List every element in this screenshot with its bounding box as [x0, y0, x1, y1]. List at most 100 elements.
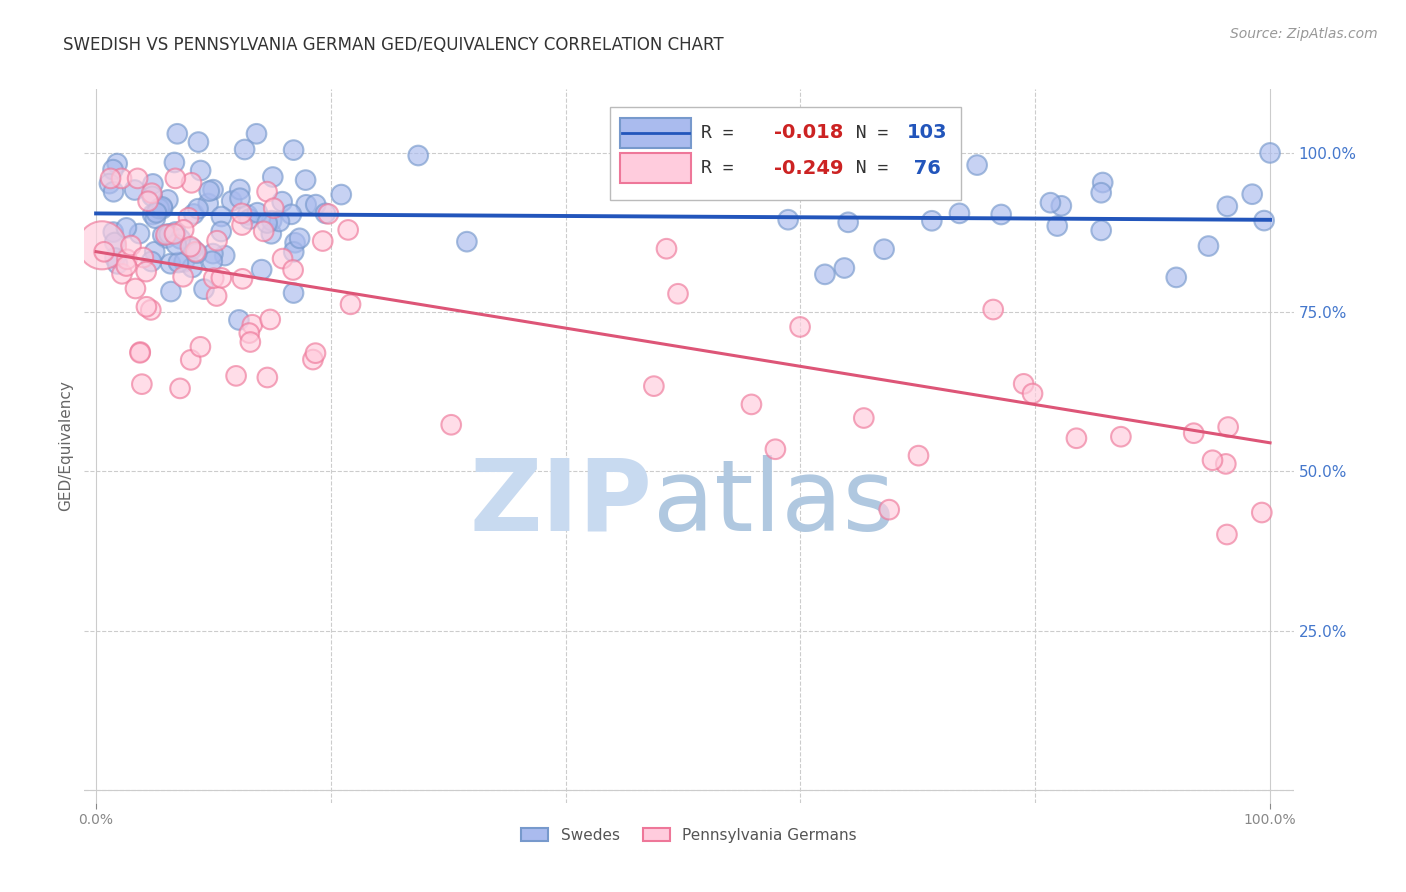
Text: R =: R =: [702, 160, 745, 178]
Point: [288, 231, 311, 245]
Point: [163, 227, 186, 241]
Point: [159, 257, 181, 271]
Point: [131, 377, 153, 392]
Text: 76: 76: [907, 159, 941, 178]
Point: [229, 183, 252, 197]
Point: [201, 254, 224, 268]
Point: [103, 225, 125, 239]
Point: [103, 185, 125, 199]
Point: [115, 259, 138, 273]
Point: [152, 228, 174, 243]
Point: [1050, 199, 1073, 213]
Point: [814, 268, 837, 282]
Text: SWEDISH VS PENNSYLVANIA GERMAN GED/EQUIVALENCY CORRELATION CHART: SWEDISH VS PENNSYLVANIA GERMAN GED/EQUIV…: [63, 36, 724, 54]
Point: [834, 260, 856, 275]
Point: [124, 183, 146, 197]
Text: -0.018: -0.018: [773, 123, 844, 142]
Text: ZIP: ZIP: [470, 455, 652, 551]
Point: [155, 227, 177, 242]
Point: [209, 210, 232, 224]
Point: [181, 242, 204, 256]
Point: [643, 379, 665, 393]
Text: atlas: atlas: [652, 455, 894, 551]
Point: [304, 346, 326, 360]
Point: [214, 249, 236, 263]
Point: [990, 207, 1012, 221]
Point: [184, 244, 207, 259]
Point: [406, 148, 429, 162]
Point: [1253, 213, 1275, 227]
Point: [136, 194, 159, 209]
FancyBboxPatch shape: [620, 153, 692, 184]
Point: [284, 235, 307, 250]
Point: [187, 202, 209, 216]
Point: [180, 176, 202, 190]
Point: [129, 345, 152, 359]
Point: [221, 194, 243, 208]
Point: [228, 313, 250, 327]
Point: [1216, 527, 1239, 541]
Point: [166, 127, 188, 141]
Point: [239, 212, 262, 227]
Point: [104, 251, 127, 265]
Point: [318, 207, 340, 221]
Point: [921, 214, 943, 228]
Point: [115, 220, 138, 235]
Point: [209, 225, 232, 239]
Point: [873, 242, 896, 256]
Point: [1250, 506, 1272, 520]
Text: N =: N =: [834, 124, 900, 142]
Point: [231, 218, 253, 232]
Point: [186, 246, 208, 260]
Point: [193, 282, 215, 296]
Point: [245, 127, 267, 141]
Point: [205, 289, 228, 303]
Point: [305, 197, 328, 211]
Text: R =: R =: [702, 124, 745, 142]
Point: [256, 370, 278, 384]
Point: [1046, 219, 1069, 233]
Point: [312, 234, 335, 248]
Point: [135, 264, 157, 278]
Point: [173, 223, 195, 237]
Point: [1090, 186, 1112, 200]
Point: [837, 215, 859, 229]
Point: [260, 213, 283, 227]
Point: [179, 240, 201, 254]
Point: [180, 352, 202, 367]
Point: [302, 352, 325, 367]
Point: [655, 242, 678, 256]
Point: [205, 234, 228, 248]
Point: [250, 262, 273, 277]
Point: [98, 177, 121, 191]
Text: 103: 103: [907, 123, 948, 142]
Point: [156, 193, 179, 207]
Point: [283, 244, 305, 259]
Point: [246, 205, 269, 219]
Point: [111, 267, 134, 281]
Point: [440, 417, 463, 432]
Point: [127, 171, 149, 186]
Point: [1198, 239, 1220, 253]
Point: [260, 227, 283, 241]
Point: [163, 155, 186, 169]
Y-axis label: GED/Equivalency: GED/Equivalency: [58, 381, 73, 511]
Point: [852, 411, 875, 425]
Point: [160, 285, 183, 299]
Point: [165, 225, 187, 239]
Point: [201, 246, 224, 260]
Point: [100, 171, 122, 186]
Point: [129, 346, 152, 360]
Point: [948, 206, 970, 220]
Text: N =: N =: [834, 160, 900, 178]
Point: [256, 216, 278, 230]
Point: [1166, 270, 1188, 285]
Point: [177, 211, 200, 225]
Point: [1201, 453, 1223, 467]
Point: [253, 224, 276, 238]
Point: [190, 340, 212, 354]
Point: [1066, 431, 1088, 445]
Point: [1012, 376, 1035, 391]
Point: [139, 302, 162, 317]
Point: [231, 272, 253, 286]
